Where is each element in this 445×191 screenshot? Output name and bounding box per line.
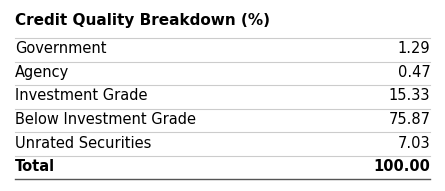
Text: 0.47: 0.47: [397, 65, 430, 80]
Text: Agency: Agency: [15, 65, 69, 80]
Text: 1.29: 1.29: [398, 41, 430, 56]
Text: 15.33: 15.33: [389, 88, 430, 104]
Text: Investment Grade: Investment Grade: [15, 88, 147, 104]
Text: Total: Total: [15, 159, 55, 174]
Text: 100.00: 100.00: [373, 159, 430, 174]
Text: Unrated Securities: Unrated Securities: [15, 136, 151, 151]
Text: Credit Quality Breakdown (%): Credit Quality Breakdown (%): [15, 13, 270, 28]
Text: 7.03: 7.03: [398, 136, 430, 151]
Text: 75.87: 75.87: [388, 112, 430, 127]
Text: Government: Government: [15, 41, 106, 56]
Text: Below Investment Grade: Below Investment Grade: [15, 112, 196, 127]
